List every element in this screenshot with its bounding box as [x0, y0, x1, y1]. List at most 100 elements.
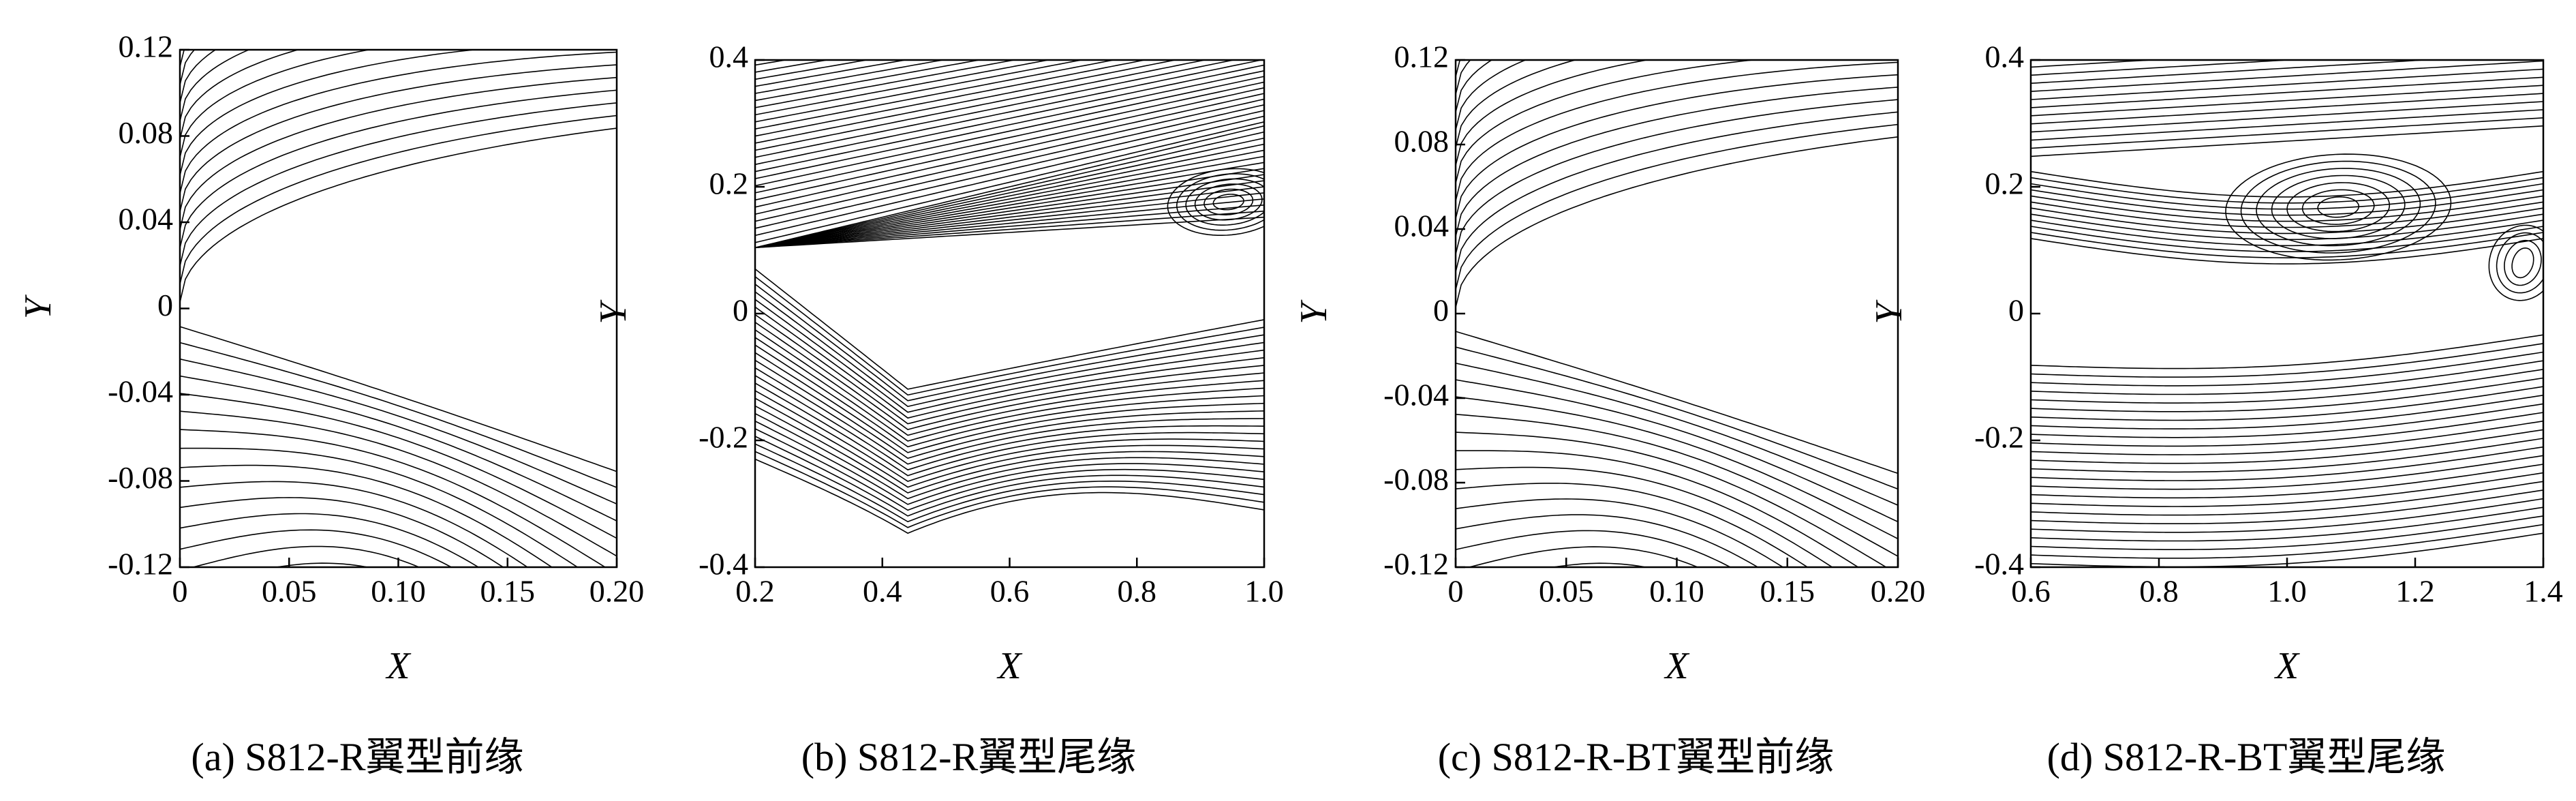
streamline [1456, 514, 1759, 567]
streamline [2031, 360, 2543, 395]
caption: (b) S812-R翼型尾缘 [801, 735, 1136, 779]
streamline [755, 299, 1264, 413]
streamline [1456, 60, 1578, 148]
streamline [2031, 109, 2543, 141]
streamline [1456, 60, 1461, 77]
streamline [755, 64, 1264, 172]
streamline [1456, 60, 1758, 183]
y-tick-label: 0 [157, 288, 173, 322]
y-tick-label: 0.2 [709, 166, 749, 201]
y-tick-label: 0.12 [119, 29, 174, 64]
streamline [1212, 194, 1244, 211]
x-tick-label: 0.15 [480, 574, 536, 609]
streamline [180, 375, 617, 522]
streamline [755, 149, 1264, 249]
streamline [2031, 85, 2543, 117]
streamline [1456, 466, 1834, 567]
x-tick-label: 1.4 [2524, 574, 2563, 609]
x-tick-label: 0.10 [371, 574, 426, 609]
y-tick-label: 0.2 [1985, 166, 2025, 201]
streamline [2031, 412, 2543, 447]
streamline [755, 60, 908, 87]
streamline [755, 276, 1264, 396]
streamline [2301, 189, 2375, 226]
streamline [1456, 450, 1860, 567]
streamline [180, 76, 617, 230]
streamline [180, 115, 617, 284]
streamline [1456, 498, 1784, 567]
streamline [755, 291, 1264, 408]
streamline [180, 513, 480, 567]
streamline [755, 60, 1084, 123]
streamline [755, 436, 1264, 517]
streamline [2031, 201, 2543, 228]
streamline [2031, 515, 2543, 550]
streamline [755, 382, 1264, 477]
streamline [755, 76, 1264, 187]
x-tick-label: 0.05 [1539, 574, 1594, 609]
streamline [180, 50, 372, 158]
streamline [2031, 395, 2543, 429]
streamline [755, 367, 1264, 465]
streamline [2511, 247, 2534, 279]
streamline [1456, 136, 1898, 308]
streamline [2031, 464, 2543, 499]
streamline [2031, 524, 2543, 559]
streamline [1467, 546, 1700, 567]
streamline [1456, 111, 1898, 273]
streamline [180, 326, 617, 472]
streamline [1456, 99, 1898, 255]
streamline [2031, 369, 2543, 404]
y-tick-label: 0.04 [119, 202, 174, 237]
streamline [755, 70, 1264, 179]
streamline [180, 64, 617, 212]
streamline [2031, 351, 2543, 387]
streamline [2031, 455, 2543, 490]
streamline [755, 60, 1052, 116]
x-tick-label: 0.8 [1118, 574, 1157, 609]
streamline [755, 268, 1264, 390]
caption: (d) S812-R-BT翼型尾缘 [2047, 735, 2446, 779]
streamline [180, 102, 617, 267]
panel: 0.2 0.4 0.6 0.8 1.0 -0.4 -0.2 0 0.2 0.4 X Y (b) S812… [592, 40, 1284, 779]
streamline [2031, 60, 2160, 68]
caption: (c) S812-R-BT翼型前缘 [1438, 735, 1835, 779]
streamline [755, 405, 1264, 494]
streamline [180, 50, 479, 176]
streamline [1456, 60, 1650, 166]
streamline [755, 143, 1264, 249]
streamline [755, 60, 982, 102]
streamline [2031, 498, 2543, 533]
streamline [2031, 93, 2543, 125]
streamline [755, 180, 1264, 249]
y-tick-label: 0.08 [1394, 124, 1450, 159]
streamline [180, 393, 617, 539]
y-tick-label: 0 [733, 293, 748, 328]
streamline [1456, 0, 1898, 42]
streamline [180, 51, 617, 194]
streamline [755, 60, 1178, 144]
x-tick-label: 0.8 [2139, 574, 2179, 609]
streamline [755, 121, 1264, 243]
y-tick-label: -0.08 [1383, 462, 1449, 497]
streamline [755, 60, 870, 80]
streamline [2031, 60, 2543, 92]
streamline [1456, 61, 1898, 201]
streamline [2031, 386, 2543, 421]
streamline [755, 110, 1264, 229]
streamline [2031, 4, 2543, 35]
streamline [755, 60, 830, 73]
streamline [2031, 420, 2543, 455]
streamline [2225, 153, 2452, 261]
streamline [2488, 224, 2543, 301]
streamline [755, 60, 1208, 151]
streamlines [755, 60, 1264, 534]
streamlines [180, 50, 617, 567]
streamline [755, 375, 1264, 471]
streamline [180, 481, 529, 567]
streamlines [2031, 4, 2543, 567]
streamline [2031, 403, 2543, 438]
streamline [755, 216, 1264, 249]
streamline [2504, 239, 2542, 286]
